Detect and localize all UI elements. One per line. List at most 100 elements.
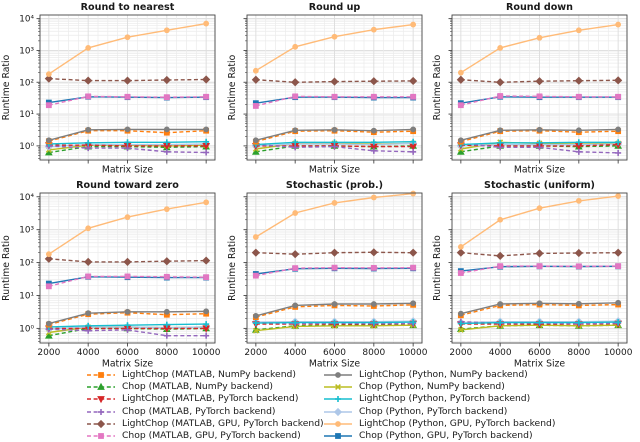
series-markers-lc_p_pt xyxy=(457,319,622,327)
y-tick-label: 10⁴ xyxy=(19,193,34,203)
series-markers-chop_m_gpu xyxy=(45,273,210,290)
series-markers-lc_m_gpu xyxy=(44,74,211,85)
series-markers-lc_p_np xyxy=(252,126,417,144)
legend-sample-chop_p_pt xyxy=(324,407,352,416)
y-tick-label: 10⁰ xyxy=(19,142,34,152)
series-markers-chop_m_pt xyxy=(45,326,210,339)
series-markers-lc_p_gpu xyxy=(252,190,417,240)
series-markers-lc_p_np xyxy=(45,126,210,144)
legend-sample-lc_p_gpu xyxy=(324,420,352,427)
subplot-round-toward-zero: Round toward zero Runtime Ratio 10⁰ 10¹ 10² 1… xyxy=(1,180,221,368)
legend-item-chop_m_np: Chop (MATLAB, NumPy backend) xyxy=(86,381,324,393)
x-tick-label: 6000 xyxy=(323,348,346,358)
y-tick-label: 10¹ xyxy=(19,291,34,301)
legend-sample-chop_m_gpu xyxy=(87,433,115,439)
y-tick-label: 10⁴ xyxy=(19,15,34,25)
series-markers-lc_p_pt xyxy=(252,319,417,327)
legend-sample-chop_p_np xyxy=(324,384,352,391)
y-tick-label: 10³ xyxy=(19,46,34,56)
y-tick-label: 10² xyxy=(19,259,34,269)
legend-item-lc_m_np: LightChop (MATLAB, NumPy backend) xyxy=(86,369,324,381)
x-axis-label: Matrix Size xyxy=(102,359,154,369)
legend-item-lc_m_gpu: LightChop (MATLAB, GPU, PyTorch backend) xyxy=(86,418,324,430)
y-axis-label: Runtime Ratio xyxy=(432,54,443,120)
legend-sample-lc_m_np xyxy=(87,372,115,378)
legend-label-chop_m_gpu: Chop (MATLAB, GPU, PyTorch backend) xyxy=(122,430,301,442)
subplot-title: Stochastic (uniform) xyxy=(484,180,595,191)
legend-sample-chop_m_np xyxy=(87,383,115,391)
series-markers-chop_m_gpu xyxy=(252,93,417,109)
series-markers-lc_m_gpu xyxy=(44,254,211,266)
y-axis-label: Runtime Ratio xyxy=(1,235,12,301)
legend-item-chop_p_pt: Chop (Python, PyTorch backend) xyxy=(323,406,555,418)
x-tick-label: 4000 xyxy=(77,348,100,358)
legend-item-lc_p_pt: LightChop (Python, PyTorch backend) xyxy=(323,393,555,405)
legend-label-chop_m_np: Chop (MATLAB, NumPy backend) xyxy=(122,381,274,393)
legend-sample-lc_m_gpu xyxy=(87,419,115,428)
legend-column-python: LightChop (Python, NumPy backend) Chop (P… xyxy=(323,369,555,442)
x-tick-label: 6000 xyxy=(528,348,551,358)
series-markers-lc_p_np xyxy=(252,300,417,319)
x-tick-label: 2000 xyxy=(37,348,60,358)
subplot-round-up: Round up Runtime Ratio Matrix Size xyxy=(227,2,423,176)
legend-label-chop_p_np: Chop (Python, NumPy backend) xyxy=(359,381,505,393)
legend-sample-lc_m_pt xyxy=(87,396,115,404)
subplot-title: Round up xyxy=(309,2,361,13)
y-axis-label: Runtime Ratio xyxy=(227,235,238,301)
y-axis-label: Runtime Ratio xyxy=(432,235,443,301)
legend-sample-lc_p_np xyxy=(324,372,352,378)
y-tick-label: 10⁰ xyxy=(19,324,34,334)
legend-item-chop_m_gpu: Chop (MATLAB, GPU, PyTorch backend) xyxy=(86,430,324,442)
x-tick-label: 10000 xyxy=(399,348,428,358)
legend-label-chop_p_gpu: Chop (Python, GPU, PyTorch backend) xyxy=(359,430,533,442)
y-tick-label: 10³ xyxy=(19,226,34,236)
series-markers-chop_m_gpu xyxy=(457,263,622,276)
y-tick-label: 10¹ xyxy=(19,110,34,120)
x-tick-label: 8000 xyxy=(567,348,590,358)
subplot-title: Stochastic (prob.) xyxy=(286,180,383,191)
x-tick-label: 4000 xyxy=(489,348,512,358)
legend-label-chop_m_pt: Chop (MATLAB, PyTorch backend) xyxy=(122,405,276,417)
x-tick-label: 10000 xyxy=(604,348,633,358)
legend-sample-chop_m_pt xyxy=(87,408,115,415)
series-markers-lc_p_gpu xyxy=(45,199,210,258)
subplot-title: Round down xyxy=(506,2,573,13)
legend-item-lc_p_gpu: LightChop (Python, GPU, PyTorch backend) xyxy=(323,418,555,430)
legend-label-lc_p_gpu: LightChop (Python, GPU, PyTorch backend) xyxy=(359,417,556,429)
subplot-round-to-nearest: Round to nearest Runtime Ratio 10⁰ 10¹ 10² 10… xyxy=(1,2,216,176)
y-axis-label: Runtime Ratio xyxy=(227,54,238,120)
legend-sample-lc_p_pt xyxy=(324,396,352,403)
legend-label-lc_p_np: LightChop (Python, NumPy backend) xyxy=(359,369,528,381)
legend-label-lc_m_pt: LightChop (MATLAB, PyTorch backend) xyxy=(122,393,299,405)
series-markers-lc_p_np xyxy=(457,126,622,144)
subplot-round-down: Round down Runtime Ratio Matrix Size xyxy=(432,2,628,176)
x-axis-label: Matrix Size xyxy=(309,359,361,369)
y-axis-label: Runtime Ratio xyxy=(1,54,12,120)
series-markers-chop_m_gpu xyxy=(45,93,210,109)
series-markers-chop_m_gpu xyxy=(252,264,417,279)
subplot-grid: Round to nearest Runtime Ratio 10⁰ 10¹ 10² 10… xyxy=(1,2,633,368)
subplot-stochastic-uniform: Stochastic (uniform) Runtime Ratio 2000 400… xyxy=(432,180,633,368)
legend-label-lc_m_np: LightChop (MATLAB, NumPy backend) xyxy=(122,369,296,381)
x-tick-label: 8000 xyxy=(362,348,385,358)
subplot-title: Round to nearest xyxy=(81,2,175,13)
series-markers-lc_p_gpu xyxy=(457,193,622,250)
subplot-stochastic-prob: Stochastic (prob.) Runtime Ratio 2000 4000 6… xyxy=(227,180,428,368)
series-markers-lc_m_gpu xyxy=(251,248,418,259)
series-markers-lc_p_np xyxy=(457,299,622,317)
x-axis-label: Matrix Size xyxy=(514,165,566,176)
x-tick-label: 6000 xyxy=(116,348,139,358)
x-axis-label: Matrix Size xyxy=(514,359,566,369)
x-tick-label: 4000 xyxy=(284,348,307,358)
legend-item-lc_p_np: LightChop (Python, NumPy backend) xyxy=(323,369,555,381)
x-tick-label: 8000 xyxy=(155,348,178,358)
y-tick-label: 10² xyxy=(19,78,34,88)
x-tick-label: 2000 xyxy=(449,348,472,358)
legend-sample-chop_p_gpu xyxy=(324,433,352,439)
legend-label-chop_p_pt: Chop (Python, PyTorch backend) xyxy=(359,405,508,417)
legend-column-matlab: LightChop (MATLAB, NumPy backend) Chop (M… xyxy=(86,369,324,442)
series-markers-lc_p_gpu xyxy=(252,21,417,74)
legend-label-lc_p_pt: LightChop (Python, PyTorch backend) xyxy=(359,393,531,405)
series-line-chop_m_np xyxy=(255,145,414,153)
